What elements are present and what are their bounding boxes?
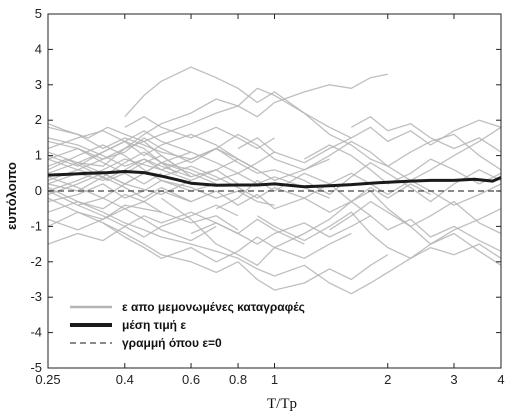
y-axis-label: ευπόλοιπο	[4, 162, 19, 230]
legend: ε απο μεμονωμένες καταγραφές μέση τιμή ε…	[70, 300, 305, 350]
record-line-13	[124, 66, 352, 139]
x-tick-label: 0.6	[182, 372, 200, 387]
record-line-16	[160, 190, 502, 266]
y-tick-label: 0	[35, 183, 42, 198]
x-tick-label: 3	[450, 372, 457, 387]
x-tick-label: 0.8	[229, 372, 247, 387]
x-tick-label: 4	[497, 372, 504, 387]
record-line-39	[47, 162, 217, 196]
record-line-26	[47, 211, 305, 245]
y-tick-label: 2	[35, 112, 42, 127]
ticks-layer: -5 -4 -3 -2 -1 0 1 2 3 4 5 0.25 0.4 0.6 0.8 1 2 3 4	[30, 6, 504, 387]
y-tick-label: 1	[35, 148, 42, 163]
x-tick-label: 0.25	[35, 372, 60, 387]
legend-label-records: ε απο μεμονωμένες καταγραφές	[122, 300, 305, 314]
y-tick-label: 4	[35, 41, 42, 56]
record-line-0	[47, 126, 275, 174]
record-line-12	[47, 73, 388, 182]
record-line-35	[47, 176, 431, 213]
record-line-15	[47, 197, 389, 291]
y-tick-label: 3	[35, 77, 42, 92]
x-tick-label: 1	[271, 372, 278, 387]
record-line-30	[47, 208, 217, 242]
record-line-20	[256, 208, 502, 259]
record-line-17	[190, 126, 502, 182]
record-line-8	[47, 123, 178, 167]
y-tick-label: -1	[30, 218, 42, 233]
record-line-11	[47, 87, 502, 174]
y-tick-label: -5	[30, 360, 42, 375]
record-line-37	[124, 116, 275, 150]
x-axis-label: T/Tp	[267, 396, 297, 412]
record-line-42	[47, 130, 192, 164]
records-layer	[47, 66, 502, 295]
record-line-14	[47, 186, 502, 295]
y-tick-label: -4	[30, 325, 42, 340]
record-line-41	[190, 215, 371, 245]
record-line-33	[77, 204, 239, 238]
record-line-25	[387, 179, 502, 206]
record-line-36	[102, 222, 352, 263]
y-tick-label: 5	[35, 6, 42, 21]
record-line-32	[47, 137, 258, 182]
legend-label-zero: γραμμή όπου ε=0	[122, 336, 222, 350]
legend-label-mean: μέση τιμή ε	[122, 318, 186, 332]
x-tick-label: 2	[384, 372, 391, 387]
record-line-22	[303, 144, 502, 185]
y-tick-label: -3	[30, 289, 42, 304]
record-line-38	[47, 147, 162, 185]
mean-line	[47, 170, 502, 189]
mean-layer	[47, 170, 502, 189]
y-tick-label: -2	[30, 254, 42, 269]
record-line-27	[47, 130, 239, 160]
record-line-23	[329, 200, 502, 235]
record-line-40	[161, 165, 389, 199]
record-line-24	[350, 116, 502, 153]
x-tick-label: 0.4	[116, 372, 134, 387]
